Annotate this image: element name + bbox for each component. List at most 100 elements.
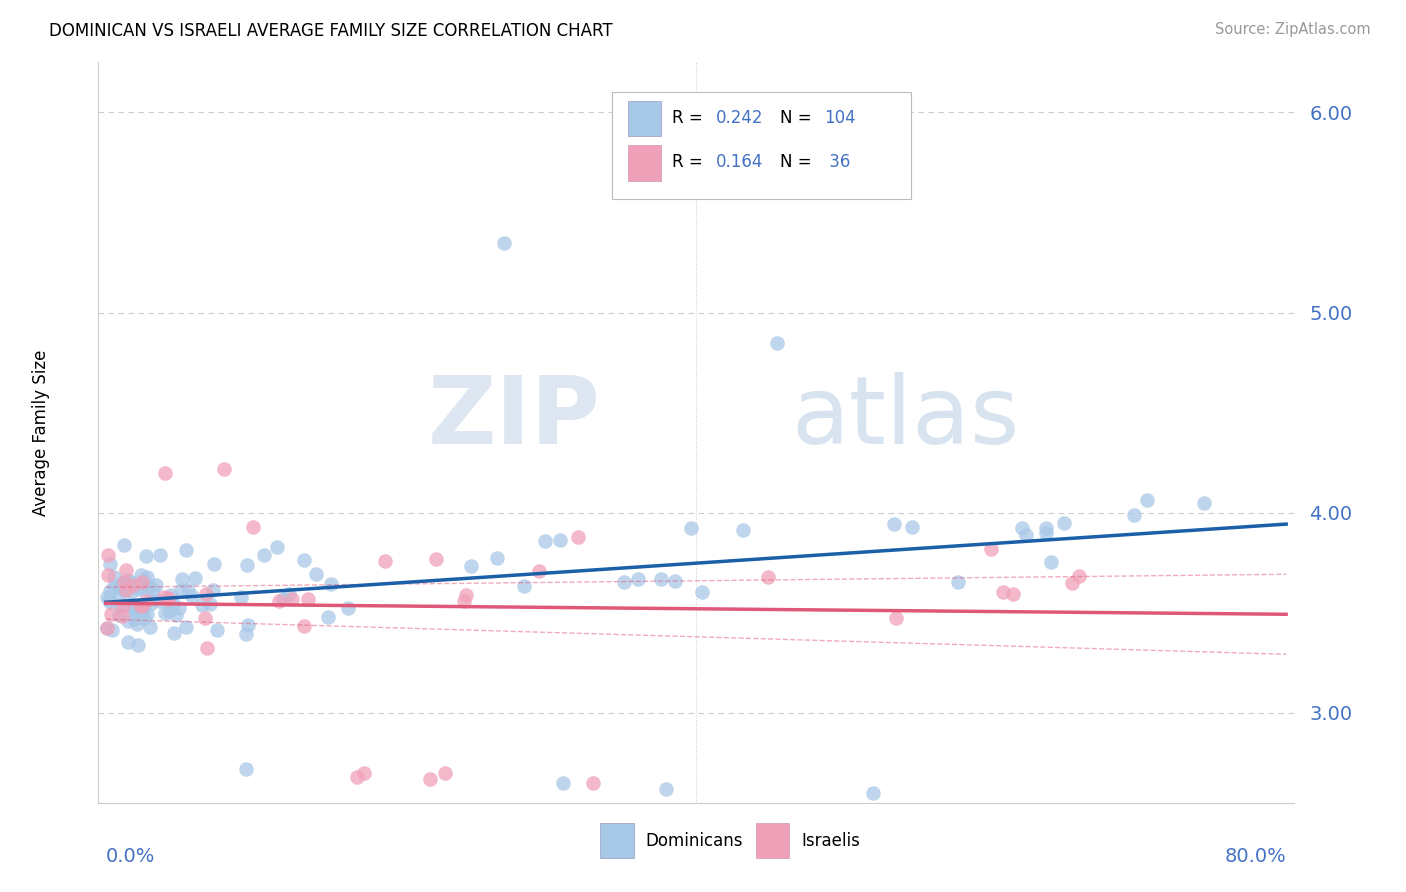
Point [1011, 521, 1033, 535]
Point [135, 570, 157, 584]
Point [582, 776, 605, 790]
Point [156, 591, 179, 606]
Point [167, 600, 190, 615]
Text: DOMINICAN VS ISRAELI AVERAGE FAMILY SIZE CORRELATION CHART: DOMINICAN VS ISRAELI AVERAGE FAMILY SIZE… [49, 22, 613, 40]
FancyBboxPatch shape [613, 92, 911, 200]
Point [115, 582, 138, 597]
Point [278, 587, 301, 601]
Point [132, 601, 155, 615]
Point [1039, 555, 1062, 569]
Point [1192, 496, 1215, 510]
Point [1053, 516, 1076, 530]
FancyBboxPatch shape [628, 101, 661, 136]
Point [235, 627, 257, 641]
Point [191, 598, 214, 612]
Point [162, 597, 184, 611]
Point [174, 543, 197, 558]
Point [319, 577, 342, 591]
Point [121, 576, 143, 591]
Point [346, 770, 368, 784]
Point [98, 584, 121, 599]
Point [132, 573, 155, 587]
Point [153, 590, 176, 604]
Point [128, 578, 150, 592]
Point [336, 601, 359, 615]
Point [100, 623, 122, 637]
Point [534, 534, 557, 549]
Point [117, 635, 139, 649]
Point [110, 575, 132, 590]
Text: N =: N = [780, 109, 817, 127]
Point [97, 549, 120, 563]
Point [236, 617, 259, 632]
Text: atlas: atlas [792, 372, 1019, 464]
Point [97, 568, 120, 582]
Point [117, 574, 139, 588]
Point [122, 601, 145, 615]
Point [269, 594, 291, 608]
Point [115, 582, 138, 597]
Point [1015, 528, 1038, 542]
Point [138, 597, 160, 611]
Point [114, 563, 136, 577]
Point [131, 581, 153, 595]
Point [862, 786, 884, 800]
Point [991, 585, 1014, 599]
Point [316, 610, 339, 624]
Point [194, 586, 217, 600]
Point [425, 552, 447, 566]
Point [138, 578, 160, 592]
Point [266, 540, 288, 554]
Text: ZIP: ZIP [427, 372, 600, 464]
Text: N =: N = [780, 153, 817, 171]
Text: 80.0%: 80.0% [1225, 847, 1286, 866]
Point [766, 335, 789, 350]
Point [527, 564, 550, 578]
Point [131, 575, 153, 590]
Point [131, 605, 153, 619]
Point [756, 570, 779, 584]
Text: R =: R = [672, 153, 709, 171]
Point [127, 638, 149, 652]
Point [548, 533, 571, 547]
Point [148, 594, 170, 608]
Point [613, 574, 636, 589]
Point [1067, 569, 1090, 583]
Point [235, 762, 257, 776]
Point [553, 776, 575, 790]
Point [374, 554, 396, 568]
Point [108, 581, 131, 595]
Point [1060, 576, 1083, 591]
Y-axis label: Average Family Size: Average Family Size [32, 350, 49, 516]
Point [112, 599, 135, 614]
Point [305, 566, 328, 581]
Text: R =: R = [672, 109, 709, 127]
Text: 0.0%: 0.0% [105, 847, 155, 866]
Point [281, 592, 304, 607]
Point [884, 611, 907, 625]
Text: 104: 104 [824, 109, 855, 127]
Point [117, 615, 139, 629]
Point [1035, 521, 1057, 535]
Point [103, 569, 125, 583]
Point [253, 548, 276, 562]
Point [156, 591, 179, 606]
Point [195, 640, 218, 655]
Point [212, 461, 235, 475]
Point [205, 623, 228, 637]
Point [494, 235, 516, 250]
Point [131, 568, 153, 582]
Point [114, 583, 136, 598]
Point [122, 612, 145, 626]
Point [100, 607, 122, 621]
Point [131, 603, 153, 617]
Point [170, 583, 193, 598]
Point [127, 604, 149, 618]
Point [177, 583, 200, 598]
Point [122, 577, 145, 591]
Point [204, 557, 226, 571]
Point [297, 591, 319, 606]
Point [353, 765, 375, 780]
Point [184, 571, 207, 585]
Point [1136, 493, 1159, 508]
